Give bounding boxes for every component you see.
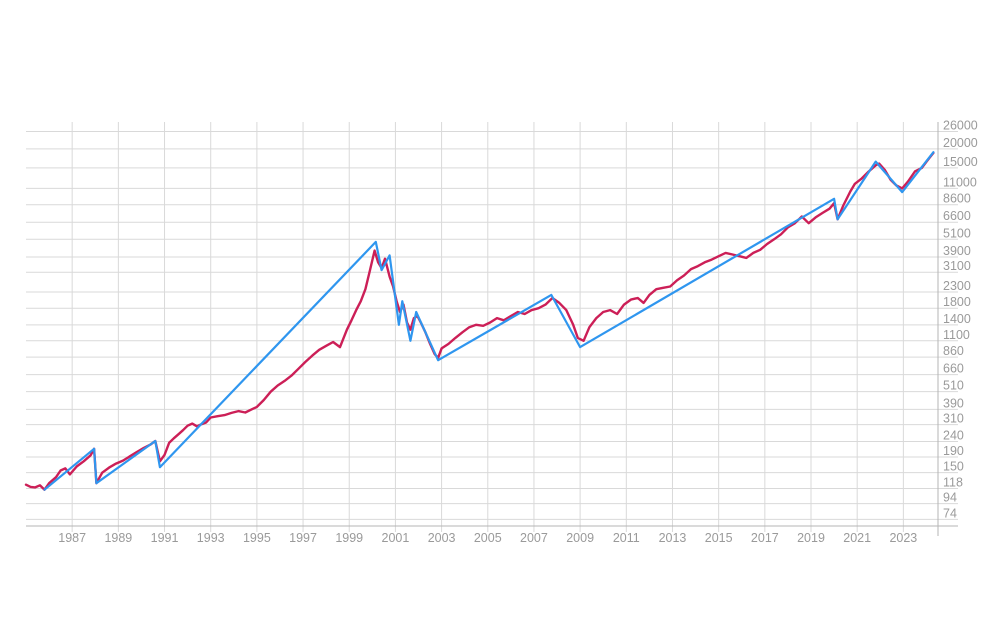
y-tick-label: 150 [943,460,964,474]
y-tick-label: 20000 [943,136,978,150]
x-tick-label: 2007 [520,531,548,545]
y-tick-label: 74 [943,506,957,520]
y-tick-label: 2300 [943,279,971,293]
y-tick-label: 390 [943,396,964,410]
y-tick-label: 11000 [943,175,977,189]
x-tick-label: 2013 [659,531,687,545]
x-tick-label: 2003 [428,531,456,545]
y-axis-ticks: 26000 20000 15000 11000 8600 6600 5100 39003100… [943,118,978,520]
x-tick-label: 1995 [243,531,271,545]
y-tick-label: 94 [943,491,957,505]
y-tick-label: 118 [943,476,963,490]
y-tick-label: 860 [943,344,964,358]
series-line-blue [43,151,935,491]
y-tick-label: 6600 [943,209,971,223]
x-tick-label: 2011 [613,531,640,545]
series-lines [24,151,935,491]
x-tick-label: 2021 [843,531,871,545]
y-tick-label: 15000 [943,155,978,169]
y-tick-label: 310 [943,412,964,426]
y-tick-label: 8600 [943,192,971,206]
y-tick-label: 1800 [943,295,971,309]
x-tick-label: 1997 [289,531,317,545]
y-tick-label: 1400 [943,312,971,326]
y-tick-label: 3100 [943,259,971,273]
y-tick-label: 190 [943,444,964,458]
y-tick-label: 510 [943,379,964,393]
y-tick-label: 5100 [943,226,971,240]
x-tick-label: 1987 [58,531,86,545]
x-tick-label: 1993 [197,531,225,545]
x-tick-label: 2019 [797,531,825,545]
x-tick-label: 2005 [474,531,502,545]
x-tick-label: 2017 [751,531,779,545]
x-tick-label: 2009 [566,531,594,545]
axes [26,122,958,536]
y-tick-label: 660 [943,362,964,376]
x-tick-label: 2015 [705,531,733,545]
grid-lines [26,122,958,532]
x-tick-label: 1991 [151,531,179,545]
x-tick-label: 1989 [104,531,132,545]
x-axis-ticks: 1987 1989 1991 1993 1995 1997 1999 2001 2003 2005… [58,531,917,545]
x-tick-label: 1999 [335,531,363,545]
y-tick-label: 1100 [943,328,970,342]
y-tick-label: 3900 [943,244,971,258]
x-tick-label: 2001 [382,531,410,545]
series-line-red [24,151,935,491]
x-tick-label: 2023 [889,531,917,545]
y-tick-label: 240 [943,429,964,443]
y-tick-label: 26000 [943,118,978,132]
